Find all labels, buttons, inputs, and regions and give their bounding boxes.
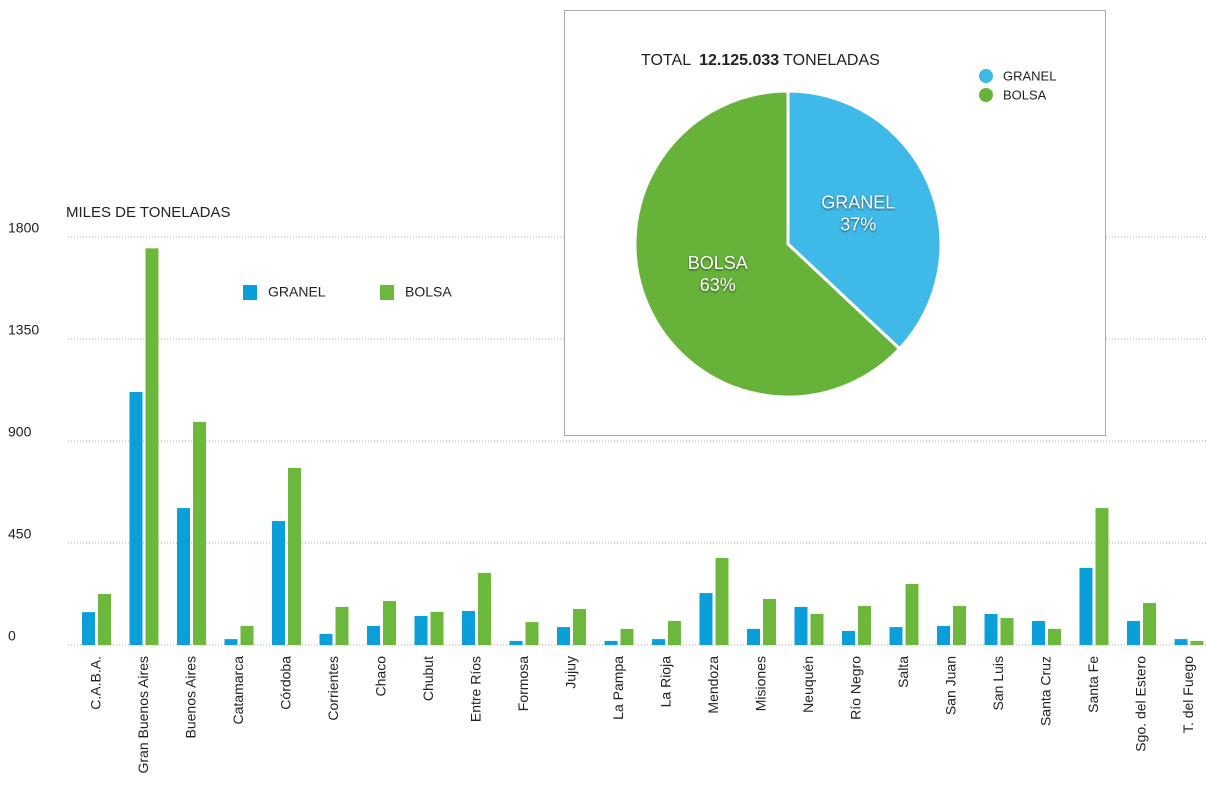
bar (604, 640, 618, 645)
legend-label: GRANEL (1003, 68, 1056, 83)
pie-title-part: TONELADAS (783, 52, 880, 69)
bar (1032, 620, 1045, 645)
slice-name: GRANEL (821, 192, 895, 212)
bar (525, 622, 539, 645)
bar (462, 611, 475, 645)
bar (240, 625, 254, 645)
x-tick-label: La Pampa (610, 656, 626, 720)
bar (889, 627, 903, 645)
bar (478, 572, 491, 645)
bar (937, 625, 950, 645)
y-axis-label: MILES DE TONELADAS (66, 204, 231, 221)
x-tick-label: Salta (895, 656, 911, 688)
x-tick-label: Córdoba (278, 656, 294, 710)
x-tick-label: Santa Cruz (1038, 656, 1054, 726)
x-tick-label: Misiones (753, 656, 769, 711)
legend-label: BOLSA (1003, 87, 1047, 102)
bar (177, 508, 190, 645)
y-tick-label: 1800 (8, 220, 39, 236)
bar (224, 639, 238, 645)
bar (794, 606, 808, 645)
bar (414, 615, 428, 645)
bar (842, 630, 855, 645)
bar (129, 392, 143, 645)
bar (953, 606, 966, 645)
bar (763, 598, 776, 645)
x-tick-label: Sgo. del Estero (1133, 656, 1149, 752)
bar (557, 627, 570, 645)
bar (272, 521, 285, 645)
bar (509, 640, 523, 645)
x-tick-label: Chubut (420, 656, 436, 701)
bar (573, 608, 586, 645)
x-tick-label: C.A.B.A. (88, 656, 104, 710)
legend-label: BOLSA (405, 284, 452, 300)
bar (810, 613, 824, 645)
slice-name: BOLSA (688, 253, 748, 273)
x-tick-label: Río Negro (848, 656, 864, 720)
bar (905, 584, 919, 645)
x-tick-label: Buenos Aires (183, 656, 199, 739)
y-tick-label: 900 (8, 424, 32, 440)
x-tick-label: Entre Ríos (468, 656, 484, 722)
bar (984, 613, 998, 645)
bar (1190, 640, 1204, 645)
x-tick-label: San Luis (990, 656, 1006, 710)
pie-slice (786, 89, 943, 351)
bar (747, 628, 760, 645)
x-tick-label: Corrientes (325, 656, 341, 721)
legend-swatch (243, 285, 257, 300)
bar (858, 606, 871, 645)
pie-title-part: 12.125.033 (699, 52, 779, 69)
x-tick-label: Santa Fe (1085, 656, 1101, 713)
legend-swatch (380, 285, 394, 300)
bar (1000, 618, 1014, 645)
bar (620, 628, 634, 645)
bar (715, 557, 729, 645)
bar (668, 620, 681, 645)
pie-title-part: TOTAL (641, 52, 691, 69)
bar (1127, 620, 1140, 645)
x-tick-label: La Rioja (658, 656, 674, 708)
y-tick-label: 1350 (8, 322, 39, 338)
pie-title: TOTAL 12.125.033 TONELADAS (641, 52, 880, 69)
x-tick-label: Gran Buenos Aires (135, 656, 151, 774)
bar (383, 601, 396, 645)
x-tick-label: Mendoza (705, 656, 721, 714)
bar (98, 594, 111, 645)
x-tick-label: Formosa (515, 656, 531, 711)
bar (335, 606, 349, 645)
slice-value-label: 63% (700, 275, 736, 295)
y-tick-label: 450 (8, 526, 32, 542)
bar (319, 633, 333, 645)
bar (288, 467, 301, 645)
bar (82, 612, 95, 645)
legend-label: GRANEL (268, 284, 326, 300)
x-tick-label: Neuquén (800, 656, 816, 713)
legend-swatch (979, 88, 993, 102)
x-tick-label: Jujuy (563, 656, 579, 689)
bar (1079, 567, 1093, 645)
x-tick-label: T. del Fuego (1180, 656, 1196, 733)
bar (652, 639, 665, 645)
bar (1048, 628, 1061, 645)
x-tick-label: Catamarca (230, 656, 246, 725)
x-tick-label: San Juan (943, 656, 959, 715)
bar (699, 593, 713, 645)
bar (145, 248, 159, 646)
legend-swatch (979, 69, 993, 83)
bar (1143, 603, 1156, 645)
x-tick-label: Chaco (373, 656, 389, 697)
slice-value-label: 37% (840, 214, 876, 234)
bar (367, 625, 380, 645)
bar (1174, 639, 1188, 645)
bar (430, 611, 444, 645)
bar (1095, 508, 1109, 645)
bar (193, 421, 206, 645)
y-tick-label: 0 (8, 628, 16, 644)
pie-slice (633, 89, 902, 399)
